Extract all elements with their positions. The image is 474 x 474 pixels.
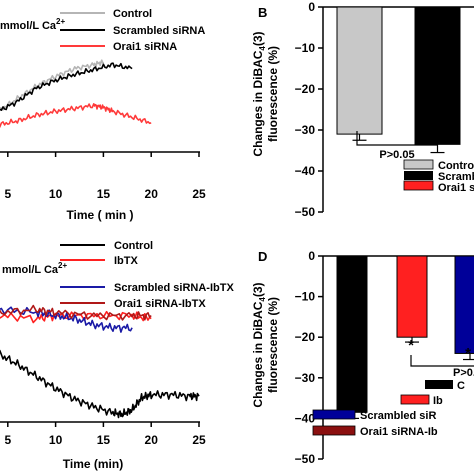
x-tick-label: 25: [192, 433, 206, 447]
panel-b-legend-swatch-scrambled: [404, 171, 433, 180]
x-tick-label: 20: [145, 433, 159, 447]
panel-d-letter: D: [258, 249, 267, 264]
x-tick-label: 10: [49, 433, 63, 447]
panel-c-x-axis-title: Time (min): [63, 457, 123, 471]
legend-label-c-control: Control: [114, 240, 153, 252]
panel-b-legend-label-control: Control: [438, 160, 474, 172]
series-line-control: [0, 59, 105, 111]
x-tick-label: 5: [4, 187, 11, 201]
legend-label-c-scrambled: Scrambled siRNA-IbTX: [114, 282, 234, 294]
x-tick-label: 15: [97, 433, 111, 447]
x-tick-label: 15: [97, 187, 111, 201]
panel-d-legend-swatch-orai1: [312, 425, 356, 436]
panel-a-x-ticks: 5 10 15 20 25: [4, 152, 206, 201]
panel-b-legend-label-scrambled: Scramb: [438, 171, 474, 183]
panel-d-legend-swatch-control: [425, 380, 453, 389]
bar-control: [336, 6, 383, 135]
bar-ibtx: [396, 255, 428, 338]
legend-label-scrambled: Scrambled siRNA: [113, 25, 205, 37]
panel-b-significance: P>0.05: [356, 131, 438, 161]
panel-d-legend-label-control: C: [457, 380, 465, 392]
panel-d-legend-label-ibtx: Ib: [433, 395, 443, 407]
panel-d-legend-label-scrambled: Scrambled siR: [360, 410, 436, 422]
panel-d-legend: C Ib Scrambled siR Orai1 siRNA-Ib: [312, 380, 465, 438]
panel-b-legend-swatch-orai1: [403, 180, 434, 191]
panel-b-y-axis: 0 −10 −20 −30 −40 −50: [295, 0, 474, 219]
x-tick-label: 10: [49, 187, 63, 201]
panel-b-bracket: [356, 131, 438, 146]
y-tick-label: −20: [295, 82, 316, 96]
y-tick-label: 0: [308, 0, 315, 14]
panel-d-star-scrambled: *: [465, 345, 471, 362]
series-line-orai1-sirna-ibtx: [0, 304, 152, 321]
panel-d-star-ibtx: *: [408, 337, 414, 354]
panel-c-ion-label: mmol/L Ca2+: [2, 261, 67, 276]
panel-a: Control Scrambled siRNA Orai1 siRNA mmol…: [0, 8, 206, 222]
panel-d-legend-swatch-scrambled: [312, 409, 356, 420]
panel-d-legend-swatch-ibtx: [400, 394, 430, 405]
panel-b-y-title-line1: Changes in DiBAC4(3): [251, 31, 267, 156]
bar-control: [336, 255, 368, 413]
panel-b-letter: B: [258, 5, 267, 20]
panel-d-p-value: P>0.: [453, 367, 474, 379]
x-tick-label: 20: [145, 187, 159, 201]
series-line-control: [0, 349, 200, 419]
y-tick-label: 0: [308, 249, 315, 263]
legend-label-orai1: Orai1 siRNA: [113, 41, 177, 53]
panel-a-ion-label: mmol/L Ca2+: [0, 17, 65, 32]
y-tick-label: −40: [295, 164, 316, 178]
panel-d: D Changes in DiBAC4(3) fluorescence (%) …: [251, 249, 474, 466]
panel-a-legend: Control Scrambled siRNA Orai1 siRNA: [60, 8, 205, 53]
panel-b-legend: Control Scramb Orai1 si: [403, 159, 474, 194]
bar-scrambled-sirna-ibtx: [454, 255, 474, 354]
panel-d-bars: [336, 255, 474, 419]
panel-b-legend-label-orai1: Orai1 si: [438, 182, 474, 194]
panel-b-y-title-line2: fluorescence (%): [266, 46, 280, 142]
y-tick-label: −30: [295, 371, 316, 385]
legend-label-control: Control: [113, 8, 152, 20]
panel-b-bars: [336, 6, 461, 154]
y-tick-label: −50: [295, 452, 316, 466]
panel-a-x-axis-title: Time ( min ): [66, 208, 133, 222]
y-tick-label: −30: [295, 123, 316, 137]
panel-a-series: [0, 59, 152, 128]
panel-d-significance: * * P>0.: [408, 337, 474, 379]
panel-c-x-ticks: 5 10 15 20 25: [4, 422, 206, 447]
panel-b: B Changes in DiBAC4(3) fluorescence (%) …: [251, 0, 474, 219]
panel-d-legend-label-orai1: Orai1 siRNA-Ib: [360, 426, 438, 438]
panel-d-y-title-line2: fluorescence (%): [266, 297, 280, 393]
y-tick-label: −20: [295, 330, 316, 344]
panel-d-y-title-line1: Changes in DiBAC4(3): [251, 282, 267, 407]
panel-b-p-value: P>0.05: [379, 149, 414, 161]
x-tick-label: 5: [4, 433, 11, 447]
bar-scrambled-sirna: [414, 6, 461, 145]
y-tick-label: −40: [295, 411, 316, 425]
x-tick-label: 25: [192, 187, 206, 201]
legend-label-c-orai1: Orai1 siRNA-IbTX: [114, 298, 206, 310]
panel-c-legend: Control IbTX Scrambled siRNA-IbTX Orai1 …: [60, 240, 234, 310]
panel-c-series: [0, 304, 200, 419]
panel-c: Control IbTX Scrambled siRNA-IbTX Orai1 …: [0, 240, 234, 471]
y-tick-label: −50: [295, 205, 316, 219]
panel-d-bracket: [410, 355, 474, 367]
legend-label-c-ibtx: IbTX: [114, 255, 138, 267]
y-tick-label: −10: [295, 290, 316, 304]
series-line-orai1-sirna: [0, 103, 152, 128]
panel-b-legend-swatch-control: [403, 159, 434, 170]
series-line-scrambled-sirna: [0, 62, 133, 111]
y-tick-label: −10: [295, 41, 316, 55]
